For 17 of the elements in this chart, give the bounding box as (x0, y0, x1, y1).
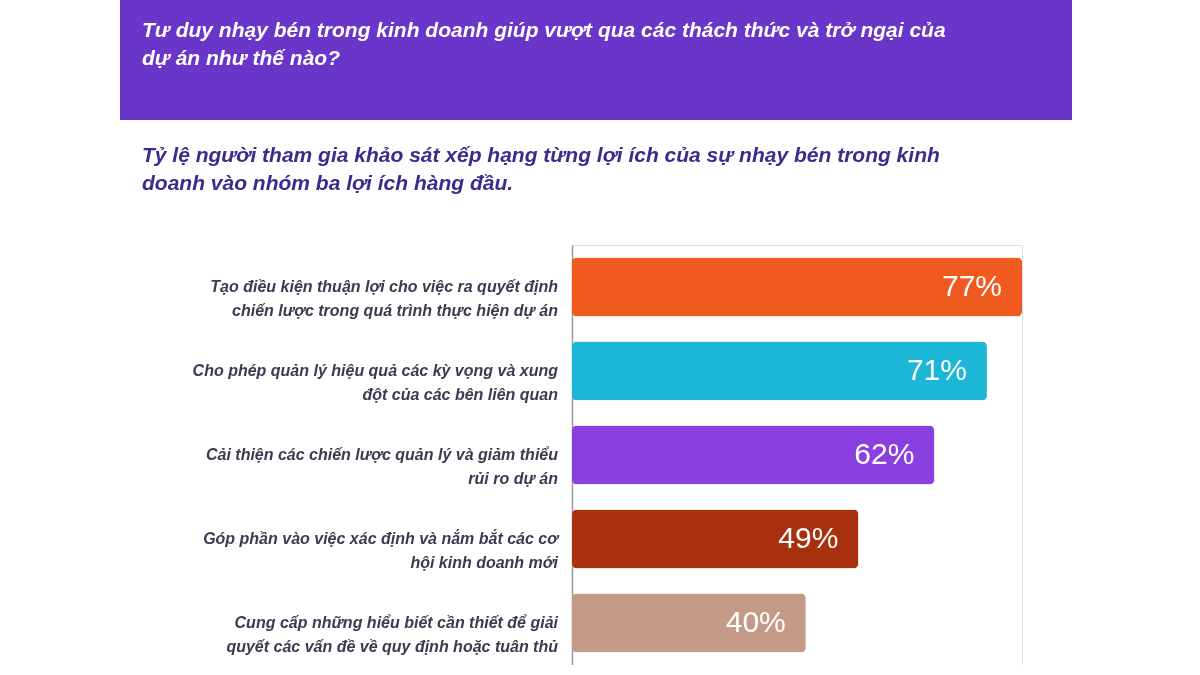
y-tick-label: Cung cấp những hiểu biết cần thiết để giải quyết các vấn đề về quy định hoặc tuân thủ (226, 614, 559, 655)
data-label: 40% (725, 605, 786, 638)
y-tick-label: Góp phần vào việc xác định và nắm bắt các cơ hội kinh doanh mới (203, 529, 561, 571)
y-tick-label: Tạo điều kiện thuận lợi cho việc ra quyết định chiến lược trong quá trình thực hiện dự án (210, 278, 559, 319)
data-label: 71% (906, 353, 967, 386)
data-label: 49% (778, 521, 839, 554)
y-tick-label: Cải thiện các chiến lược quản lý và giảm thiểu rủi ro dự án (205, 446, 559, 487)
chart-title: Tư duy nhạy bén trong kinh doanh giúp vượt qua các thách thức và trở ngại của dự án như thế nào? (142, 18, 946, 69)
bar (572, 593, 806, 653)
y-tick-label: Cho phép quản lý hiệu quả các kỳ vọng và xung đột của các bên liên quan (192, 362, 559, 403)
bar (572, 425, 935, 485)
bar (572, 509, 859, 569)
bar (572, 341, 987, 401)
chart-subtitle: Tỷ lệ người tham gia khảo sát xếp hạng từng lợi ích của sự nhạy bén trong kinh doanh vào nhóm ba lợi ích hàng đầu. (142, 143, 940, 194)
data-label: 77% (941, 269, 1002, 302)
data-label: 62% (854, 437, 915, 470)
bar (572, 257, 1022, 317)
